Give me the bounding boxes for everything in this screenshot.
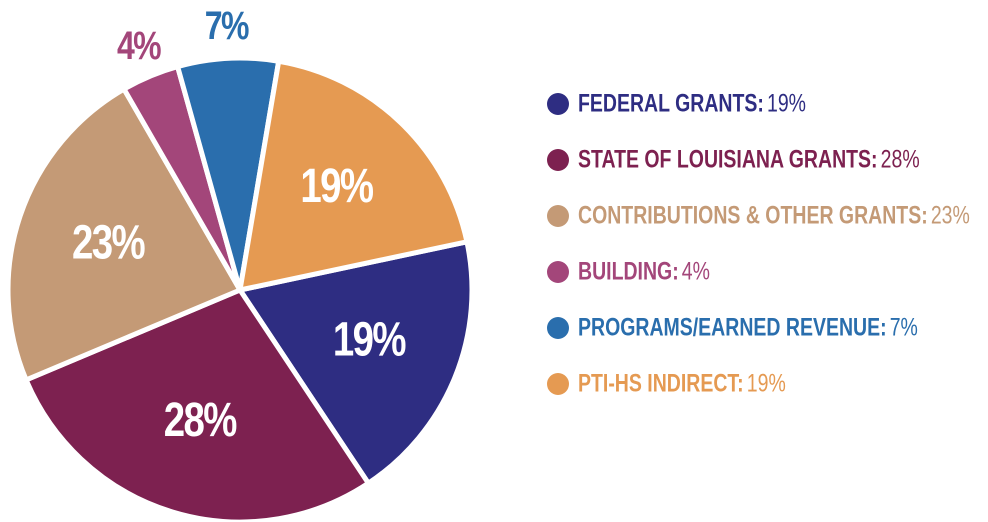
legend-value: 23% [931,201,970,229]
legend-value: 7% [890,313,918,341]
slice-label-group: 19% [300,160,375,213]
legend-name: PTI-HS INDIRECT: [578,369,744,397]
slice-label-group: 7% [205,2,251,47]
legend-text: FEDERAL GRANTS: 19% [578,89,806,117]
pie-slice [23,287,371,522]
legend-marker [547,373,569,395]
legend-marker [547,261,569,283]
legend-entry: FEDERAL GRANTS: 19% [578,89,806,117]
slice-label-group: 28% [164,394,239,447]
slice-label: 4% [117,23,161,68]
legend-marker [547,93,569,115]
legend-value: 19% [767,89,806,117]
legend-name: STATE OF LOUISIANA GRANTS: [578,145,878,173]
legend-name: FEDERAL GRANTS: [578,89,764,117]
legend-text: PROGRAMS/EARNED REVENUE: 7% [578,313,918,341]
legend-name: PROGRAMS/EARNED REVENUE: [578,313,887,341]
legend-entry: PTI-HS INDIRECT: 19% [578,369,786,397]
slice-label: 28% [164,394,237,447]
legend-entry: CONTRIBUTIONS & OTHER GRANTS: 23% [578,201,970,229]
legend-marker [547,317,569,339]
legend-value: 4% [682,257,710,285]
slice-label-group: 4% [117,23,163,68]
legend-marker [547,149,569,171]
legend-name: BUILDING: [578,257,679,285]
slice-label: 19% [333,313,406,366]
slice-label: 7% [205,2,249,47]
legend-marker [547,205,569,227]
legend-text: PTI-HS INDIRECT: 19% [578,369,786,397]
pie-slice [237,58,470,293]
legend-name: CONTRIBUTIONS & OTHER GRANTS: [578,201,928,229]
legend-entry: BUILDING: 4% [578,257,710,285]
legend-text: BUILDING: 4% [578,257,710,285]
legend-text: CONTRIBUTIONS & OTHER GRANTS: 23% [578,201,970,229]
legend-entry: STATE OF LOUISIANA GRANTS: 28% [578,145,920,173]
legend-text: STATE OF LOUISIANA GRANTS: 28% [578,145,920,173]
slice-label: 19% [300,160,373,213]
legend-value: 28% [881,145,920,173]
legend-value: 19% [747,369,786,397]
pie-slice [237,239,475,486]
slice-label-group: 23% [72,216,147,269]
pie-slice [5,86,243,383]
slice-label-group: 19% [333,313,408,366]
slice-label: 23% [72,216,145,269]
legend-entry: PROGRAMS/EARNED REVENUE: 7% [578,313,918,341]
